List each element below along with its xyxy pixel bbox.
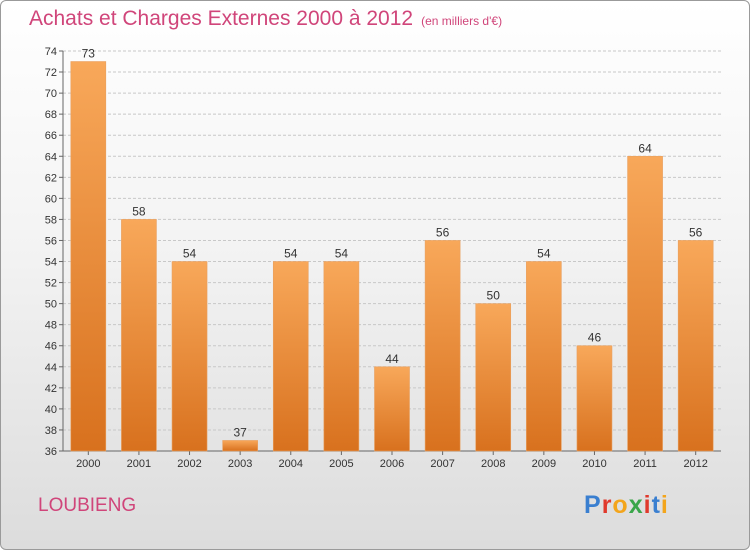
data-label-2003: 37 (233, 425, 247, 439)
y-tick-label: 68 (45, 109, 57, 121)
y-tick-label: 52 (45, 278, 57, 290)
x-tick-label-2009: 2009 (532, 458, 556, 470)
y-tick-label: 54 (45, 257, 57, 269)
y-tick-label: 60 (45, 193, 57, 205)
bar-2000[interactable] (70, 61, 107, 452)
bar-2011[interactable] (627, 155, 663, 452)
chart-subtitle: (en milliers d'€) (421, 14, 503, 28)
bar-2004[interactable] (272, 261, 309, 452)
data-label-2011: 64 (638, 141, 652, 155)
y-tick-label: 56 (45, 235, 57, 247)
data-label-2000: 73 (82, 47, 96, 61)
logo-letter: i (660, 491, 669, 519)
x-tick-label-2001: 2001 (127, 458, 151, 470)
y-tick-label: 58 (45, 214, 57, 226)
bar-2006[interactable] (374, 366, 410, 452)
x-tick-label-2000: 2000 (76, 458, 100, 470)
data-labels: 73 58 54 37 54 54 44 56 50 54 46 64 56 (82, 47, 703, 440)
x-tick-label-2006: 2006 (380, 458, 404, 470)
data-label-2012: 56 (689, 225, 703, 239)
logo-letter: r (601, 491, 613, 519)
y-tick-label: 70 (45, 88, 57, 100)
data-label-2001: 58 (132, 204, 146, 218)
data-label-2006: 44 (385, 352, 399, 366)
y-tick-label: 46 (45, 341, 57, 353)
x-tick-labels: 2000 2001 2002 2003 2004 2005 2006 2007 2008 2009… (76, 458, 708, 470)
y-tick-labels: 36 38 40 42 44 46 48 50 52 54 56 58 60 62 64 66 68 70 72 74 (45, 46, 57, 458)
bar-2005[interactable] (323, 261, 360, 452)
x-tick-label-2002: 2002 (177, 458, 201, 470)
data-label-2008: 50 (487, 289, 501, 303)
x-tick-label-2012: 2012 (683, 458, 707, 470)
bar-2012[interactable] (677, 240, 714, 452)
bar-2001[interactable] (121, 219, 157, 452)
bar-2007[interactable] (424, 240, 461, 452)
bar-2003[interactable] (222, 440, 258, 452)
data-label-2002: 54 (183, 247, 197, 261)
y-tick-label: 64 (45, 151, 57, 163)
y-tick-label: 66 (45, 130, 57, 142)
x-tick-label-2008: 2008 (481, 458, 505, 470)
logo-letter: x (628, 491, 644, 519)
place-name: LOUBIENG (38, 495, 137, 516)
x-tick-label-2007: 2007 (430, 458, 454, 470)
proxiti-logo[interactable]: Proxiti (584, 491, 669, 520)
x-tick-label-2004: 2004 (279, 458, 303, 470)
data-label-2004: 54 (284, 247, 298, 261)
bar-2008[interactable] (475, 303, 512, 452)
y-tick-label: 72 (45, 67, 57, 79)
x-tick-label-2010: 2010 (582, 458, 606, 470)
data-label-2007: 56 (436, 225, 450, 239)
data-label-2009: 54 (537, 247, 551, 261)
chart-title-text: Achats et Charges Externes 2000 à 2012 (29, 7, 414, 30)
bars (70, 61, 714, 452)
bar-2010[interactable] (576, 345, 613, 452)
logo-letter: t (651, 491, 661, 519)
logo-letter: o (612, 491, 629, 519)
x-tick-label-2011: 2011 (633, 458, 657, 470)
y-tick-label: 36 (45, 446, 57, 458)
y-tick-label: 40 (45, 404, 57, 416)
y-tick-label: 50 (45, 299, 57, 311)
bar-2002[interactable] (171, 261, 208, 452)
bar-2009[interactable] (526, 261, 562, 452)
chart-title: Achats et Charges Externes 2000 à 2012 (e… (29, 7, 502, 31)
y-tick-label: 42 (45, 383, 57, 395)
data-label-2010: 46 (588, 331, 602, 345)
data-label-2005: 54 (335, 247, 349, 261)
x-tick-label-2003: 2003 (228, 458, 252, 470)
y-tick-label: 44 (45, 362, 57, 374)
y-tick-label: 62 (45, 172, 57, 184)
logo-letter: P (584, 491, 602, 519)
x-tick-label-2005: 2005 (329, 458, 353, 470)
y-tick-label: 48 (45, 320, 57, 332)
y-tick-label: 74 (45, 46, 57, 58)
y-tick-label: 38 (45, 425, 57, 437)
logo-letter: i (643, 491, 652, 519)
